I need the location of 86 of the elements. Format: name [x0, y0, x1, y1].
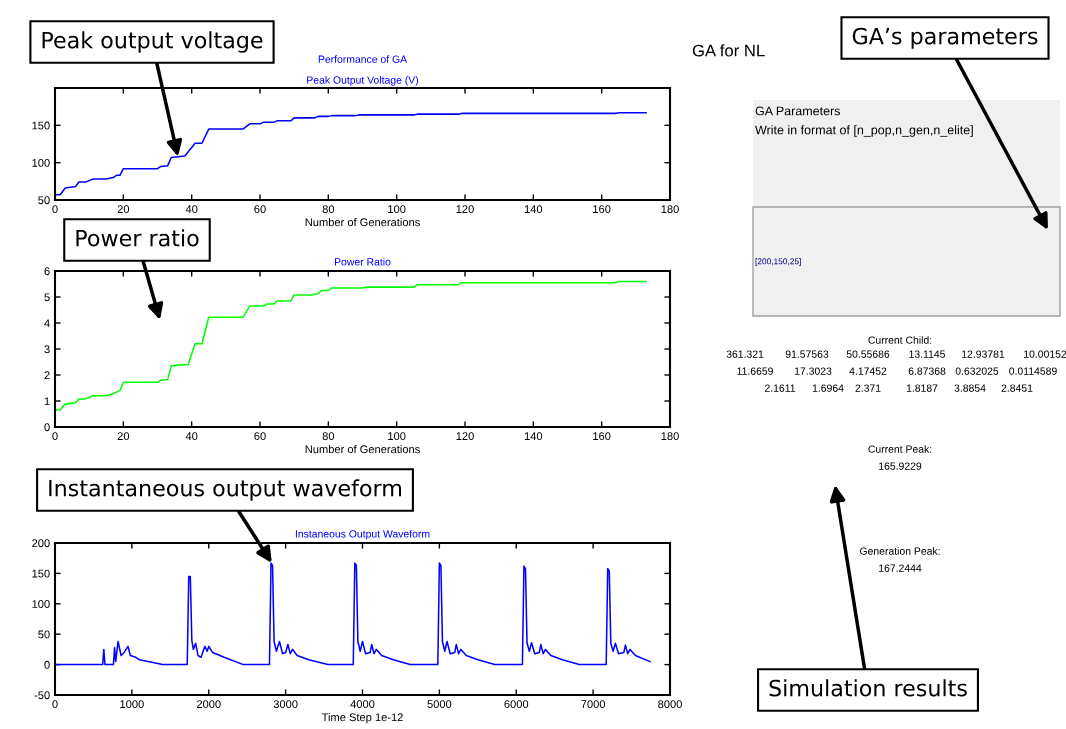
text: 12.93781: [962, 350, 1005, 358]
y-tick-label: 150: [32, 569, 50, 578]
annotation: Peak output voltage: [42, 31, 263, 53]
text: 2.371: [855, 384, 881, 392]
x-tick-label: 40: [185, 205, 198, 214]
y-tick-label: -50: [34, 691, 50, 700]
x-tick-label: 80: [322, 205, 335, 214]
x-tick-label: 8000: [658, 700, 682, 709]
x-tick-label: 20: [117, 205, 130, 214]
x-tick-label: 1000: [120, 700, 144, 709]
text: 50.55686: [846, 350, 890, 358]
text: [200,150,25]: [755, 258, 801, 266]
text: 91.57563: [785, 350, 829, 358]
text: 0.632025: [955, 367, 999, 375]
x-tick-label: 180: [661, 432, 679, 441]
chart-subtitle: Peak Output Voltage (V): [307, 76, 419, 86]
x-tick-label: 140: [524, 432, 543, 441]
x-tick-label: 0: [52, 432, 58, 441]
x-tick-label: 20: [117, 432, 130, 441]
text: Current Peak:: [868, 445, 932, 453]
text: 167.2444: [879, 564, 922, 572]
x-tick-label: 140: [524, 205, 543, 214]
y-tick-label: 1: [44, 397, 50, 406]
y-tick-label: 150: [32, 121, 50, 130]
x-tick-label: 60: [254, 205, 266, 214]
x-tick-label: 160: [593, 205, 611, 214]
x-tick-label: 100: [388, 432, 406, 441]
x-tick-label: 0: [52, 700, 58, 709]
text: 2.1611: [764, 384, 796, 392]
chart-title: Power Ratio: [334, 257, 391, 266]
text: 361.321: [726, 350, 764, 358]
y-tick-label: 2: [44, 371, 50, 380]
x-tick-label: 2000: [196, 700, 221, 709]
y-tick-label: 4: [44, 319, 50, 328]
y-tick-label: 0: [44, 660, 50, 669]
x-tick-label: 160: [593, 432, 611, 441]
text: 4.17452: [849, 367, 887, 375]
x-axis-title: Number of Generations: [305, 445, 420, 454]
x-tick-label: 180: [661, 205, 679, 214]
y-tick-label: 200: [32, 539, 50, 548]
text: 165.9229: [879, 462, 922, 470]
text: 6.87368: [908, 367, 946, 375]
x-tick-label: 40: [185, 432, 198, 441]
text: 0.0114589: [1009, 367, 1057, 375]
chart-title: Instaneous Output Waveform: [295, 529, 430, 540]
text: 1.8187: [906, 384, 938, 392]
x-tick-label: 60: [254, 432, 266, 441]
line-series: [55, 111, 647, 196]
text: Simulation results: [769, 679, 967, 697]
x-tick-label: 120: [456, 432, 474, 441]
y-tick-label: 6: [44, 267, 50, 276]
line-series: [55, 280, 647, 411]
text: 13.1145: [909, 350, 946, 358]
text: GA for NL: [692, 44, 765, 57]
y-tick-label: 100: [32, 600, 50, 608]
text: Current Child:: [868, 336, 932, 344]
text: 10.00152: [1024, 350, 1066, 358]
x-axis-title: Time Step 1e-12: [321, 713, 403, 724]
chart-title: Performance of GA: [318, 55, 408, 63]
y-tick-label: 100: [32, 158, 50, 167]
x-tick-label: 7000: [581, 700, 606, 709]
text: 2.8451: [1001, 384, 1033, 392]
text: GA Parameters: [755, 106, 840, 116]
text: Power ratio: [76, 229, 199, 247]
y-tick-label: 0: [44, 423, 50, 432]
x-tick-label: 5000: [427, 700, 452, 709]
text: 1.6964: [812, 384, 844, 392]
y-tick-label: 50: [38, 630, 50, 639]
y-tick-label: 50: [38, 196, 50, 205]
x-tick-label: 4000: [350, 700, 375, 709]
text: 17.3023: [794, 367, 832, 375]
text: 11.6659: [737, 367, 773, 375]
x-tick-label: 0: [52, 205, 58, 214]
x-tick-label: 100: [388, 205, 406, 214]
text: Generation Peak:: [859, 547, 940, 555]
annotation: Instantaneous output waveform: [49, 479, 402, 501]
x-tick-label: 3000: [273, 700, 298, 709]
x-tick-label: 80: [322, 432, 335, 441]
x-tick-label: 120: [456, 205, 474, 214]
text: Write in format of [n_pop,n_gen,n_elite]: [755, 125, 973, 137]
x-tick-label: 6000: [504, 700, 529, 709]
x-axis-title: Number of Generations: [305, 218, 420, 227]
y-tick-label: 3: [44, 345, 50, 354]
y-tick-label: 5: [44, 293, 50, 302]
text: 3.8854: [954, 384, 986, 392]
text: GA’s parameters: [852, 27, 1038, 49]
